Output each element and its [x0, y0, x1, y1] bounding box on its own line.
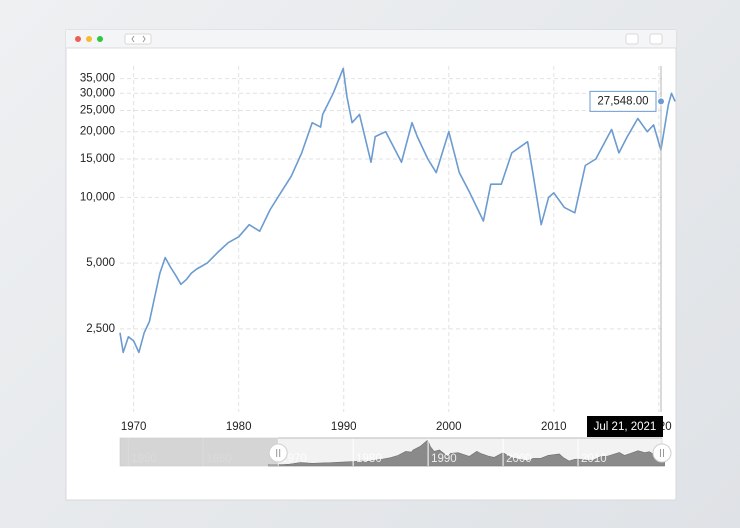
navigator-tick-label: 2010: [581, 453, 607, 465]
x-tick-label: 1970: [121, 421, 147, 433]
browser-window: [65, 29, 677, 501]
navigator-tick-label: 1980: [356, 453, 382, 465]
navigator-handle[interactable]: [268, 443, 288, 463]
x-tick-label: 1990: [331, 421, 357, 433]
tooltip: 27,548.00 Jul 21, 2021: [587, 66, 665, 437]
navigator-tick-label: 1970: [281, 453, 307, 465]
title-bar: [66, 30, 676, 48]
navigator-mask: [120, 438, 279, 466]
handle-grip: [276, 449, 281, 457]
price-line: [119, 67, 676, 354]
navigator-area: [268, 439, 665, 467]
value-label: 27,548.00: [597, 95, 648, 107]
y-tick-label: 10,000: [80, 191, 115, 203]
minimize-button[interactable]: [86, 36, 92, 42]
plot: [119, 67, 676, 354]
tooltip-point: [657, 97, 665, 106]
zoom-button[interactable]: [97, 36, 103, 42]
y-tick-label: 5,000: [86, 257, 115, 269]
y-tick-label: 35,000: [80, 73, 115, 85]
x-tick-label: 2000: [436, 421, 462, 433]
value-box: [589, 90, 657, 112]
date-box: [587, 416, 663, 437]
nav-arrows: [131, 35, 146, 43]
x-tick-label: 2010: [541, 421, 567, 433]
y-tick-label: 20,000: [80, 126, 115, 138]
navigator: 1950196019701980199020002010: [119, 437, 672, 467]
y-tick-label: 25,000: [80, 105, 115, 117]
close-button[interactable]: [75, 36, 81, 42]
navigator-tick-label: 2000: [506, 453, 532, 465]
nav-buttons[interactable]: [124, 33, 152, 45]
y-tick-label: 2,500: [86, 323, 115, 335]
y-tick-label: 15,000: [80, 153, 115, 165]
share-button[interactable]: [625, 33, 639, 45]
navigator-tick-label: 1990: [431, 453, 457, 465]
handle-grip: [660, 449, 664, 457]
x-tick-label: 1980: [226, 421, 252, 433]
grid: 2,500 5,000 10,000 15,000 20,000 25,000 30,000…: [80, 66, 672, 433]
y-tick-label: 30,000: [80, 87, 115, 99]
navigator-handle[interactable]: [652, 443, 672, 463]
date-label: Jul 21, 2021: [594, 421, 657, 433]
tabs-button[interactable]: [649, 33, 663, 45]
